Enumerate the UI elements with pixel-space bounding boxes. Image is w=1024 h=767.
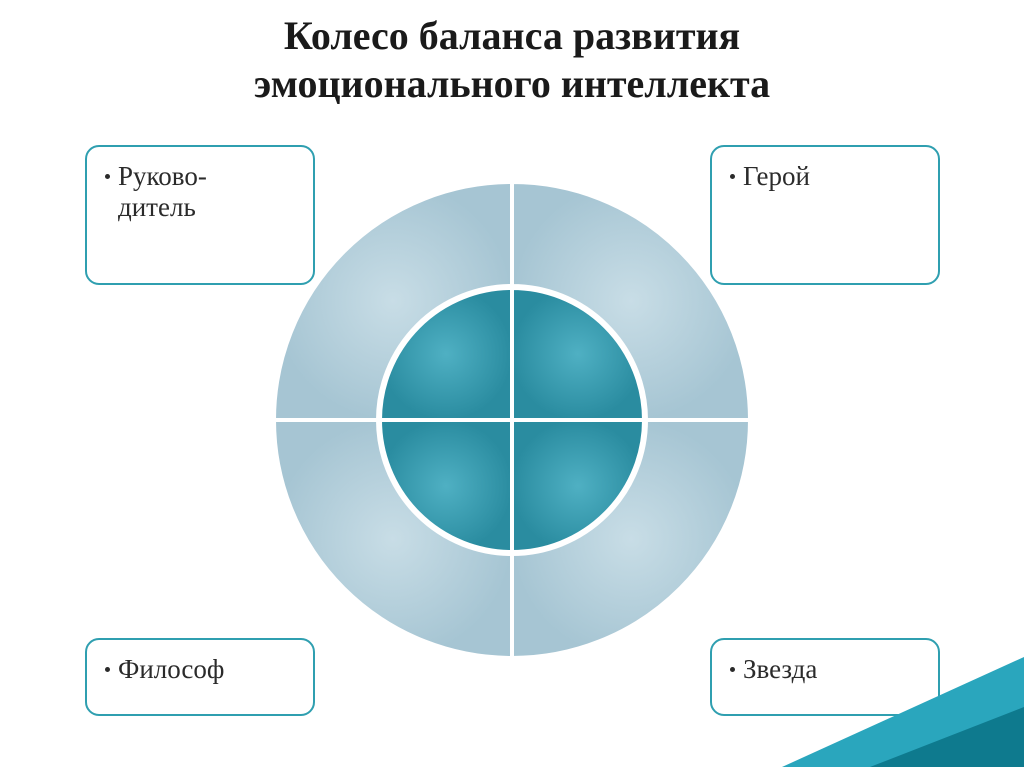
title-line-2: эмоционального интеллекта [254, 61, 770, 106]
bullet-dot-icon [105, 667, 110, 672]
bullet-dot-icon [105, 174, 110, 179]
balance-wheel [247, 140, 777, 700]
page-title: Колесо баланса развития эмоционального и… [0, 0, 1024, 108]
card-philosopher-label: Философ [118, 654, 224, 685]
card-leader-label: Руково- дитель [118, 161, 207, 223]
title-line-1: Колесо баланса развития [284, 13, 740, 58]
